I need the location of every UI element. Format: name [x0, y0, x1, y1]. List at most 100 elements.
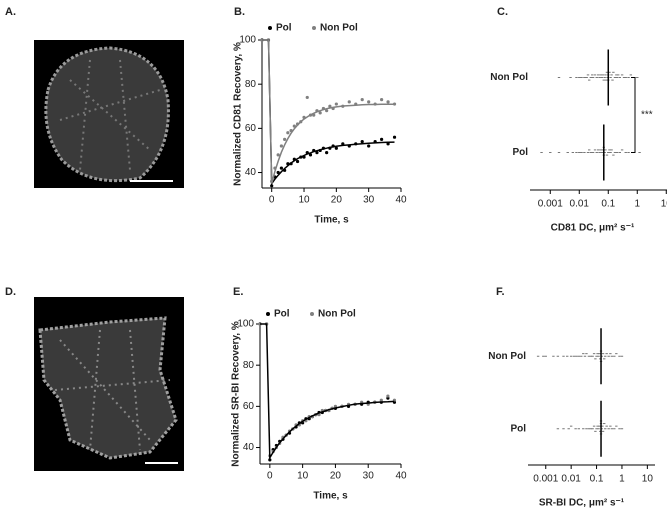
x-tick-label: 10: [661, 199, 667, 210]
data-point: [596, 353, 599, 355]
data-point: [589, 355, 593, 357]
data-point: [592, 425, 596, 427]
x-tick-label: 1: [634, 199, 640, 210]
y-axis-title: Normalized CD81 Recovery, %: [233, 42, 244, 186]
data-point: [613, 428, 616, 430]
data-point: [607, 428, 610, 430]
legend-marker: [266, 312, 270, 316]
y-tick-label: 80: [245, 79, 257, 90]
legend-label: Non Pol: [318, 309, 356, 320]
data-point: [609, 425, 612, 427]
data-point: [325, 151, 329, 155]
data-point: [575, 152, 578, 153]
data-point: [599, 430, 602, 432]
data-point: [392, 135, 397, 139]
data-point: [620, 428, 624, 430]
x-tick-label: 30: [363, 471, 375, 482]
data-point: [615, 152, 619, 153]
data-point: [618, 77, 622, 78]
data-point: [379, 398, 383, 402]
data-point: [612, 71, 615, 73]
data-point: [607, 355, 610, 357]
data-point: [604, 428, 607, 430]
data-point: [609, 152, 612, 153]
data-point: [601, 149, 605, 151]
x-axis-title: Time, s: [314, 215, 349, 226]
data-point: [612, 154, 615, 156]
panel-label: C.: [497, 6, 508, 18]
data-point: [569, 77, 572, 78]
data-point: [605, 71, 609, 73]
x-tick-label: 0: [267, 471, 273, 482]
x-tick-label: 0.001: [533, 474, 558, 485]
legend-marker: [268, 26, 272, 30]
data-point: [598, 425, 601, 427]
data-point: [620, 149, 624, 151]
category-label: Non Pol: [488, 351, 526, 362]
data-point: [566, 355, 569, 357]
data-point: [597, 74, 600, 76]
panel-label: E.: [233, 286, 243, 298]
data-point: [591, 74, 594, 76]
data-point: [597, 355, 600, 357]
data-point: [582, 353, 585, 355]
data-point: [613, 77, 617, 78]
data-point: [609, 353, 612, 355]
y-tick-label: 100: [239, 35, 256, 46]
data-point: [540, 152, 543, 153]
micrograph: [34, 40, 184, 188]
data-point: [605, 353, 608, 355]
data-point: [583, 355, 587, 357]
data-point: [367, 144, 371, 148]
data-point: [578, 77, 581, 78]
x-axis-title: Time, s: [313, 491, 348, 502]
data-point: [562, 355, 565, 357]
data-point: [572, 355, 576, 357]
x-tick-label: 40: [395, 471, 407, 482]
data-point: [586, 74, 590, 76]
data-point: [627, 77, 630, 78]
data-point: [577, 428, 580, 430]
x-tick-label: 20: [331, 195, 343, 206]
legend-label: Non Pol: [320, 23, 358, 34]
data-point: [629, 74, 633, 76]
data-point: [328, 104, 332, 108]
data-point: [580, 77, 583, 78]
data-point: [599, 74, 602, 76]
data-point: [574, 428, 577, 430]
x-tick-label: 10: [642, 474, 654, 485]
data-point: [582, 428, 585, 430]
data-point: [589, 428, 593, 430]
x-tick-label: 0.01: [561, 474, 581, 485]
data-point: [575, 355, 578, 357]
x-tick-label: 0.001: [538, 199, 563, 210]
data-point: [604, 149, 607, 151]
data-point: [577, 355, 580, 357]
y-tick-label: 100: [237, 319, 254, 330]
data-point: [601, 425, 604, 427]
data-point: [601, 353, 605, 355]
y-tick-label: 60: [245, 123, 257, 134]
data-point: [638, 152, 641, 153]
data-point: [599, 149, 602, 151]
data-point: [615, 77, 619, 78]
y-tick-label: 80: [243, 360, 255, 371]
data-point: [595, 152, 598, 153]
data-point: [595, 77, 598, 78]
panel-label: D.: [5, 286, 16, 298]
data-point: [622, 77, 626, 78]
data-point: [268, 458, 272, 462]
data-point: [593, 74, 597, 76]
data-point: [605, 154, 609, 156]
data-point: [308, 153, 313, 157]
data-point: [593, 149, 597, 151]
y-tick-label: 40: [245, 167, 257, 178]
data-point: [591, 152, 595, 153]
x-tick-label: 20: [330, 471, 342, 482]
data-point: [610, 355, 614, 357]
data-point: [620, 74, 624, 76]
data-point: [279, 144, 283, 148]
y-tick-label: 60: [243, 401, 255, 412]
data-point: [624, 77, 627, 78]
